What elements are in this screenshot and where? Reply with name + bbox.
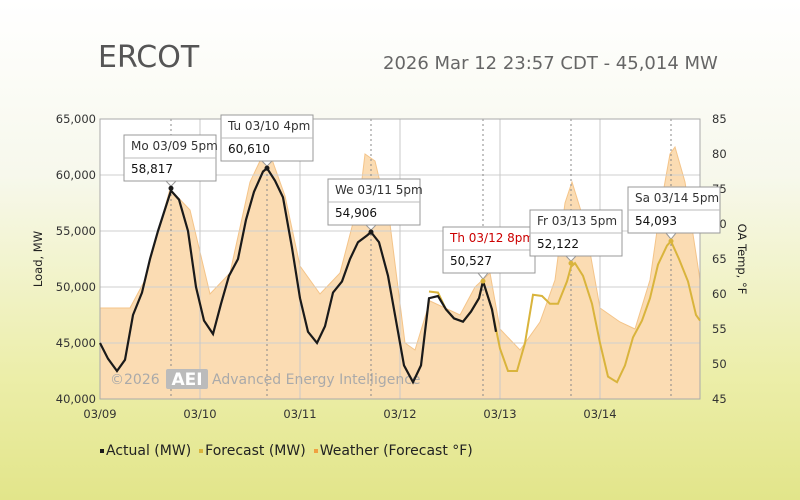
y2-tick-label: 55	[712, 322, 727, 336]
y-tick-label: 45,000	[56, 336, 96, 350]
watermark-year: ©2026	[110, 372, 160, 388]
watermark-logo: AEI	[171, 370, 202, 390]
watermark-logo-box	[166, 369, 208, 389]
legend-item-forecast[interactable]: Forecast (MW)	[199, 443, 306, 459]
legend-swatch-weather	[313, 449, 318, 453]
callout-value: 54,906	[335, 206, 377, 220]
legend-swatch-forecast	[199, 449, 204, 453]
y2-tick-label: 60	[712, 287, 727, 301]
callout-value: 58,817	[131, 162, 173, 176]
callout-date: Sa 03/14 5pm	[635, 191, 719, 205]
peak-marker	[264, 165, 270, 171]
callout-date: We 03/11 5pm	[335, 183, 423, 197]
peak-callout: We 03/11 5pm 54,906	[327, 178, 423, 235]
peak-marker	[568, 260, 574, 266]
x-tick-label: 03/11	[283, 407, 316, 421]
y2-tick-label: 65	[712, 252, 727, 266]
callout-value: 52,122	[537, 237, 579, 251]
callout-date: Tu 03/10 4pm	[227, 119, 310, 133]
y2-tick-label: 85	[712, 112, 727, 126]
y-axis-label: Load, MW	[31, 231, 45, 287]
callout-value: 50,527	[450, 254, 492, 268]
x-tick-label: 03/12	[383, 407, 416, 421]
peak-callout: Fr 03/13 5pm 52,122	[529, 209, 623, 266]
y-tick-label: 60,000	[56, 168, 96, 182]
actual-line	[99, 166, 498, 385]
legend-label-actual: Actual (MW)	[106, 443, 192, 459]
y2-tick-label: 80	[712, 147, 727, 161]
y2-tick-label: 50	[712, 357, 727, 371]
x-tick-label: 03/09	[83, 407, 116, 421]
callout-date: Fr 03/13 5pm	[537, 214, 617, 228]
y-tick-label: 50,000	[56, 280, 96, 294]
callout-date: Mo 03/09 5pm	[131, 139, 218, 153]
legend-item-weather[interactable]: Weather (Forecast °F)	[313, 443, 473, 459]
callout-value: 54,093	[635, 214, 677, 228]
y-tick-label: 40,000	[56, 392, 96, 406]
chart-legend: Actual (MW) Forecast (MW) Weather (Forec…	[100, 443, 473, 459]
x-tick-label: 03/13	[483, 407, 516, 421]
y-tick-label: 55,000	[56, 224, 96, 238]
x-tick-label: 03/10	[183, 407, 216, 421]
peak-marker	[668, 238, 674, 244]
peak-marker	[168, 185, 174, 191]
y2-axis-label: OA Temp, °F	[735, 224, 749, 295]
y2-tick-label: 45	[712, 392, 727, 406]
callout-date: Th 03/12 8pm	[449, 231, 534, 245]
x-tick-label: 03/14	[583, 407, 616, 421]
peak-callout: Mo 03/09 5pm 58,817	[123, 134, 218, 191]
watermark-company: Advanced Energy Intelligence	[212, 372, 421, 388]
chart-title: ERCOT	[98, 40, 200, 75]
peak-callout: Sa 03/14 5pm 54,093	[627, 186, 721, 244]
weather-area	[99, 145, 701, 400]
legend-swatch-actual	[100, 449, 104, 453]
legend-label-weather: Weather (Forecast °F)	[319, 443, 473, 459]
callout-value: 60,610	[228, 142, 270, 156]
y-tick-label: 65,000	[56, 112, 96, 126]
peak-marker	[368, 229, 374, 235]
watermark: ©2026 AEI Advanced Energy Intelligence	[110, 369, 421, 390]
peak-callout: Th 03/12 8pm 50,527	[442, 226, 536, 284]
chart-subtitle: 2026 Mar 12 23:57 CDT - 45,014 MW	[383, 53, 718, 74]
peak-marker	[480, 278, 486, 284]
legend-label-forecast: Forecast (MW)	[205, 443, 306, 459]
legend-item-actual[interactable]: Actual (MW)	[100, 443, 191, 459]
plot-border	[99, 118, 701, 400]
peak-callout: Tu 03/10 4pm 60,610	[220, 114, 314, 171]
